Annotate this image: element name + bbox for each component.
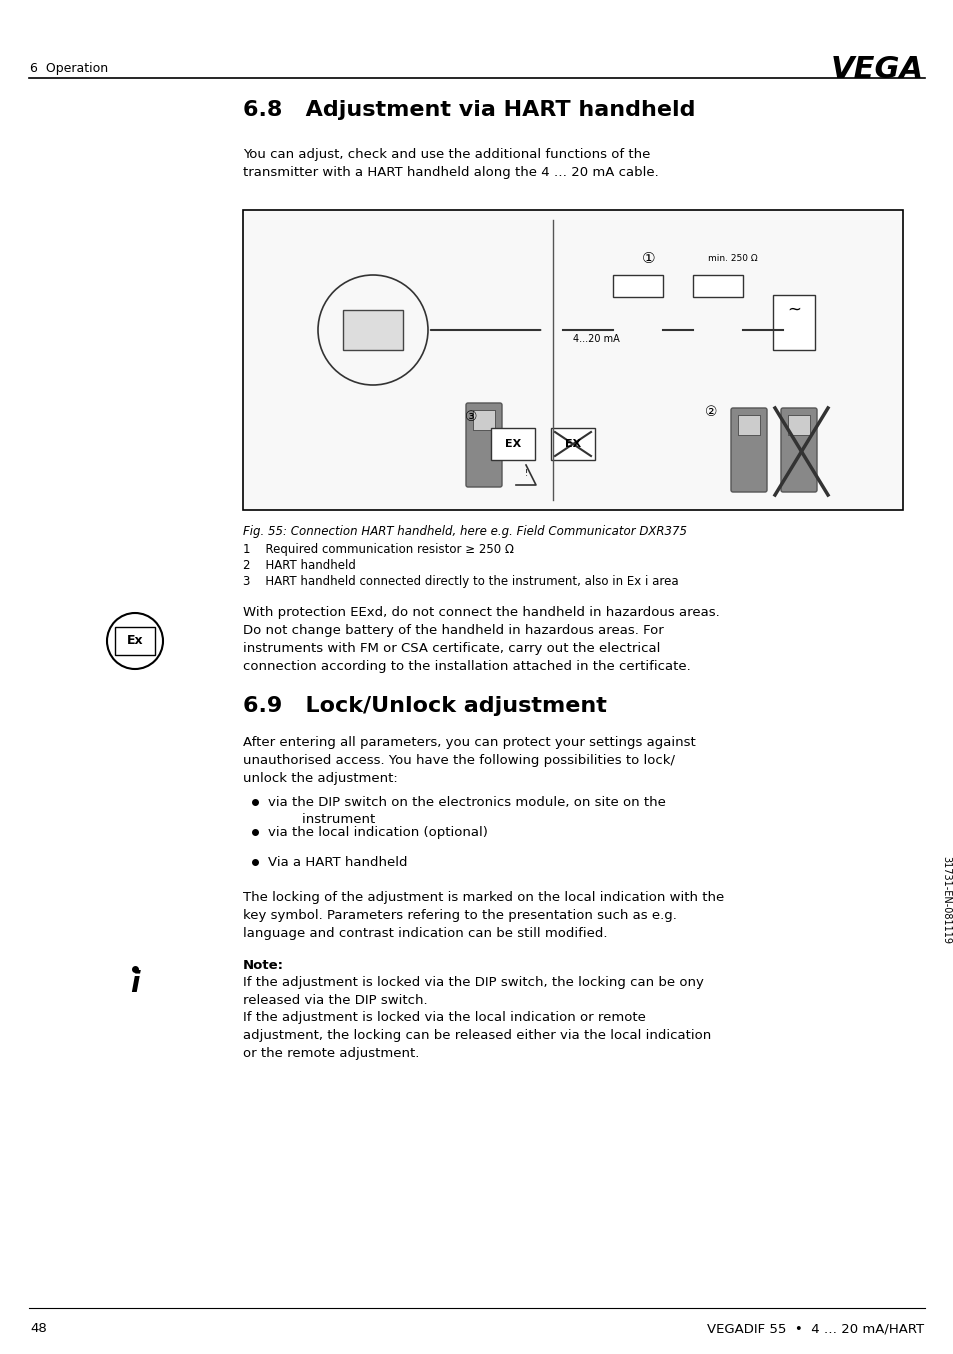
- FancyBboxPatch shape: [787, 414, 809, 435]
- Text: 1    Required communication resistor ≥ 250 Ω: 1 Required communication resistor ≥ 250 …: [243, 543, 514, 556]
- Text: With protection EExd, do not connect the handheld in hazardous areas.
Do not cha: With protection EExd, do not connect the…: [243, 607, 719, 673]
- Text: Fig. 55: Connection HART handheld, here e.g. Field Communicator DXR375: Fig. 55: Connection HART handheld, here …: [243, 525, 686, 538]
- FancyBboxPatch shape: [243, 210, 902, 510]
- Text: VEGADIF 55  •  4 … 20 mA/HART: VEGADIF 55 • 4 … 20 mA/HART: [706, 1322, 923, 1335]
- FancyBboxPatch shape: [730, 408, 766, 492]
- Text: 4...20 mA: 4...20 mA: [573, 334, 619, 344]
- Text: Ex: Ex: [127, 635, 143, 647]
- Text: 2    HART handheld: 2 HART handheld: [243, 559, 355, 571]
- Text: !: !: [524, 468, 527, 478]
- Text: 6.8   Adjustment via HART handheld: 6.8 Adjustment via HART handheld: [243, 100, 695, 121]
- Text: VEGA: VEGA: [830, 56, 923, 84]
- Text: ②: ②: [705, 405, 718, 418]
- Text: 6  Operation: 6 Operation: [30, 62, 108, 74]
- Text: ①: ①: [640, 250, 655, 265]
- FancyBboxPatch shape: [343, 310, 402, 349]
- Text: If the adjustment is locked via the local indication or remote
adjustment, the l: If the adjustment is locked via the loca…: [243, 1011, 711, 1060]
- FancyBboxPatch shape: [473, 410, 495, 431]
- FancyBboxPatch shape: [781, 408, 816, 492]
- FancyBboxPatch shape: [738, 414, 760, 435]
- FancyBboxPatch shape: [693, 275, 742, 297]
- Text: ③: ③: [465, 410, 477, 424]
- FancyBboxPatch shape: [551, 428, 595, 460]
- FancyBboxPatch shape: [491, 428, 535, 460]
- FancyBboxPatch shape: [465, 403, 501, 487]
- Text: Note:: Note:: [243, 959, 284, 972]
- Text: via the DIP switch on the electronics module, on site on the
        instrument: via the DIP switch on the electronics mo…: [268, 796, 665, 826]
- Text: 48: 48: [30, 1322, 47, 1335]
- Text: via the local indication (optional): via the local indication (optional): [268, 826, 487, 839]
- Text: Via a HART handheld: Via a HART handheld: [268, 856, 407, 869]
- Text: ~: ~: [786, 301, 801, 320]
- FancyBboxPatch shape: [613, 275, 662, 297]
- Text: If the adjustment is locked via the DIP switch, the locking can be ony
released : If the adjustment is locked via the DIP …: [243, 976, 703, 1007]
- Text: You can adjust, check and use the additional functions of the
transmitter with a: You can adjust, check and use the additi…: [243, 148, 659, 179]
- Text: EX: EX: [504, 439, 520, 450]
- Text: min. 250 Ω: min. 250 Ω: [707, 255, 757, 263]
- Text: i: i: [131, 969, 139, 998]
- FancyBboxPatch shape: [115, 627, 154, 655]
- Text: EX: EX: [564, 439, 580, 450]
- Text: 6.9   Lock/Unlock adjustment: 6.9 Lock/Unlock adjustment: [243, 696, 606, 716]
- Text: 31731-EN-081119: 31731-EN-081119: [940, 856, 950, 944]
- FancyBboxPatch shape: [772, 295, 815, 349]
- Text: After entering all parameters, you can protect your settings against
unauthorise: After entering all parameters, you can p…: [243, 737, 695, 785]
- Text: 3    HART handheld connected directly to the instrument, also in Ex i area: 3 HART handheld connected directly to th…: [243, 575, 678, 588]
- Text: The locking of the adjustment is marked on the local indication with the
key sym: The locking of the adjustment is marked …: [243, 891, 723, 940]
